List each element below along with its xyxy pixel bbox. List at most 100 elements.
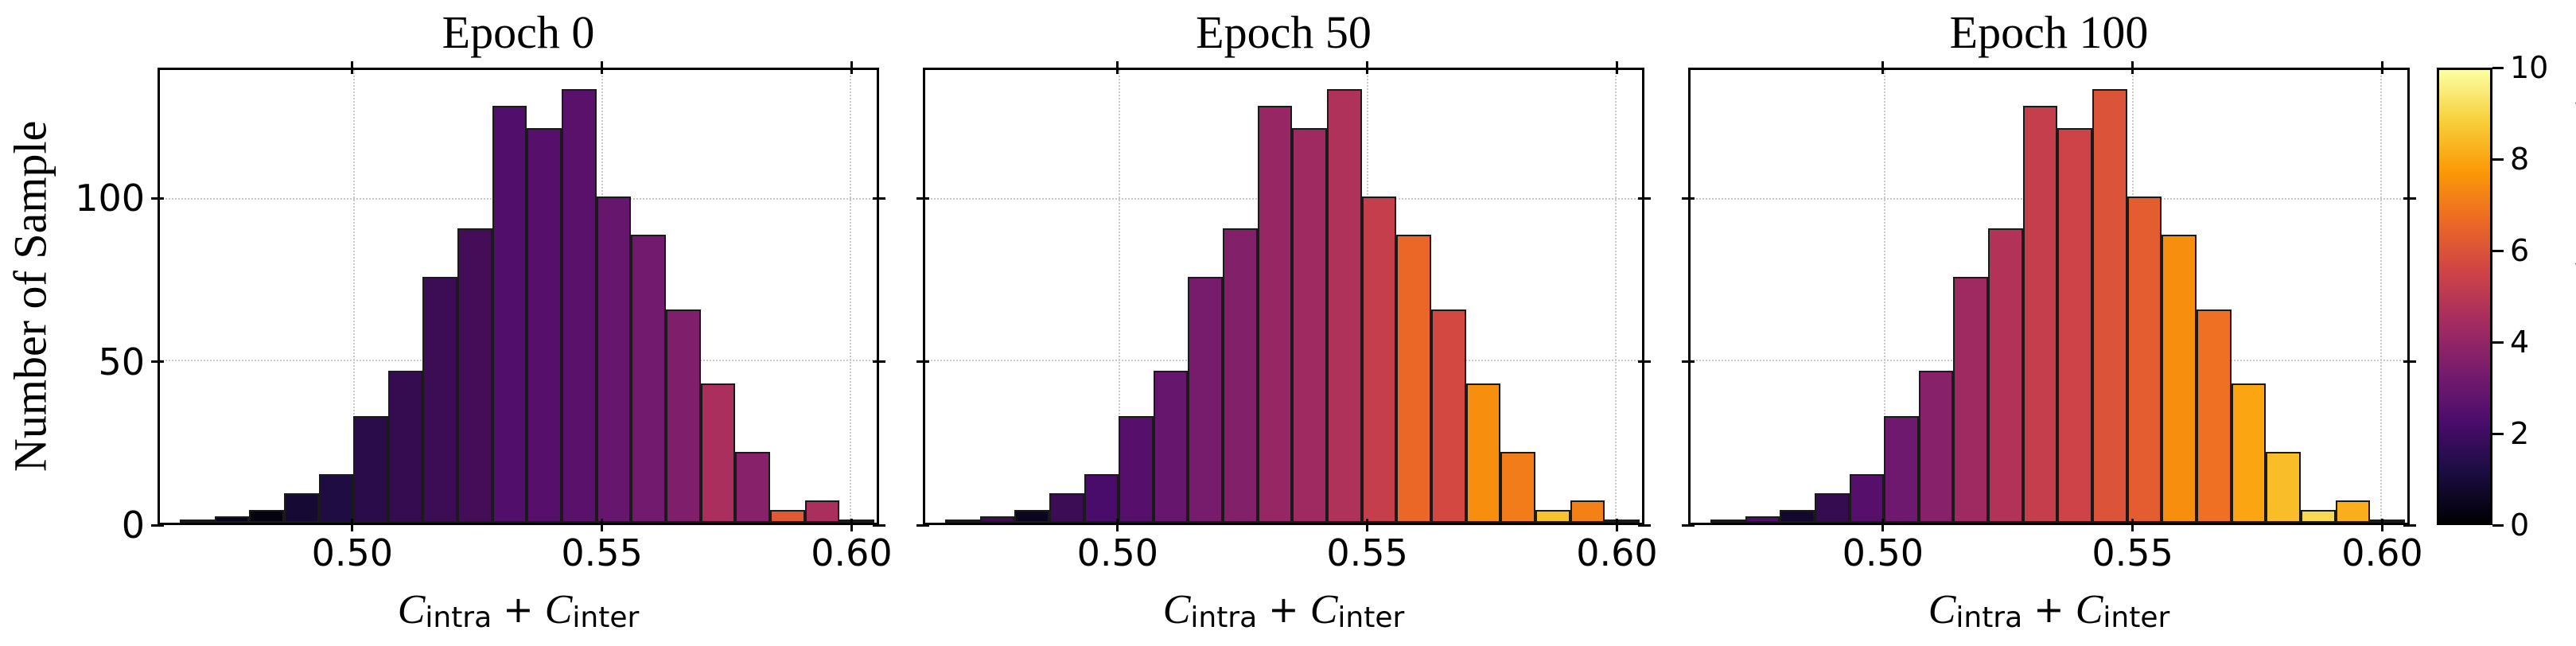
histogram-bar [179, 519, 215, 523]
histogram-bar [979, 516, 1015, 523]
colorbar-tick-mark [2492, 249, 2504, 252]
plus-operator: + [2033, 588, 2064, 631]
plus-operator: + [1268, 588, 1299, 631]
y-tick-mark [2403, 360, 2416, 364]
subscript-intra: intra [425, 601, 492, 634]
x-tick-label: 0.60 [2341, 531, 2423, 574]
histogram-bar [1292, 128, 1328, 523]
x-tick-mark [1366, 61, 1369, 74]
histogram-bar [249, 509, 284, 523]
histogram-bar [631, 235, 666, 523]
x-gridline [353, 70, 356, 523]
histogram-bar [1745, 516, 1780, 523]
script-c-symbol: C [1928, 586, 1956, 632]
histogram-bar [666, 309, 701, 523]
y-tick-mark [873, 197, 885, 200]
y-tick-mark [1638, 360, 1651, 364]
x-tick-mark [601, 61, 604, 74]
histogram-bar [1500, 451, 1535, 523]
x-tick-mark [1881, 519, 1885, 531]
y-tick-label: 0 [121, 504, 145, 547]
script-c-symbol: C [2075, 586, 2103, 632]
histogram-bar [2022, 105, 2058, 523]
histogram-bar [2300, 509, 2336, 523]
y-tick-mark [2403, 523, 2416, 527]
y-tick-mark [1638, 523, 1651, 527]
histogram-bar [1119, 415, 1154, 523]
panel-title-epoch-50: Epoch 50 [1196, 6, 1372, 58]
histogram-bar [1988, 228, 2023, 523]
histogram-bar [1570, 500, 1605, 523]
x-tick-label: 0.55 [561, 531, 643, 574]
histogram-bar [1257, 105, 1293, 523]
x-gridline [1884, 70, 1886, 523]
colorbar-tick-mark [2492, 158, 2504, 161]
y-tick-mark [916, 197, 929, 200]
colorbar-tick-label: 4 [2510, 325, 2530, 360]
histogram-bar [944, 519, 980, 523]
x-tick-mark [2131, 519, 2134, 531]
histogram-bar [1780, 509, 1815, 523]
colorbar-tick-label: 2 [2510, 416, 2530, 451]
histogram-bar [2266, 451, 2301, 523]
y-tick-mark [1638, 197, 1651, 200]
colorbar-tick-mark [2492, 523, 2504, 527]
x-tick-label: 0.60 [1576, 531, 1658, 574]
y-tick-mark [1682, 360, 1695, 364]
y-tick-mark [151, 360, 164, 364]
histogram-bar [1953, 277, 1989, 523]
histogram-bar [1535, 509, 1570, 523]
x-tick-label: 0.50 [1076, 531, 1158, 574]
colorbar-tick-label: 0 [2510, 508, 2530, 543]
colorbar-tick-label: 6 [2510, 233, 2530, 268]
x-tick-mark [351, 61, 354, 74]
x-tick-mark [1116, 61, 1119, 74]
colorbar [2437, 68, 2492, 525]
x-tick-mark [1116, 519, 1119, 531]
y-tick-mark [1682, 197, 1695, 200]
x-gridline [1614, 70, 1617, 523]
plot-area-epoch-50 [923, 68, 1644, 525]
histogram-bar [1710, 519, 1745, 523]
x-tick-mark [2131, 61, 2134, 74]
histogram-bar [1153, 370, 1189, 523]
script-c-symbol: C [1162, 586, 1191, 632]
histogram-bar [492, 105, 527, 523]
x-tick-mark [1881, 61, 1885, 74]
histogram-bar [2370, 519, 2405, 523]
y-tick-mark [916, 360, 929, 364]
script-c-symbol: C [1309, 586, 1338, 632]
histogram-bar [318, 474, 354, 523]
script-c-symbol: C [544, 586, 573, 632]
histogram-bar [2197, 309, 2232, 523]
histogram-bar [527, 128, 562, 523]
histogram-bar [769, 509, 805, 523]
colorbar-tick-label: 8 [2510, 142, 2530, 177]
x-tick-label: 0.60 [811, 531, 893, 574]
histogram-bar [1849, 474, 1885, 523]
histogram-bar [1396, 235, 1431, 523]
histogram-bar [457, 228, 492, 523]
histogram-bar [1431, 309, 1466, 523]
x-tick-mark [1366, 519, 1369, 531]
subscript-intra: intra [1190, 601, 1258, 634]
y-axis-label: Number of Sample [4, 120, 56, 473]
x-tick-label: 0.55 [1326, 531, 1408, 574]
x-tick-label: 0.50 [1842, 531, 1924, 574]
subscript-inter: inter [572, 601, 640, 634]
histogram-bar [1361, 196, 1397, 523]
histogram-bar [562, 89, 597, 523]
histogram-bar [1814, 493, 1850, 523]
y-tick-mark [151, 197, 164, 200]
histogram-bar [1049, 493, 1084, 523]
histogram-bar [422, 277, 458, 523]
y-tick-label: 100 [75, 177, 145, 220]
plot-area-epoch-100 [1688, 68, 2410, 525]
panel-title-epoch-0: Epoch 0 [442, 6, 595, 58]
x-tick-mark [850, 61, 853, 74]
histogram-bar [2231, 383, 2267, 523]
histogram-bar [214, 516, 250, 523]
histogram-bar [1327, 89, 1362, 523]
x-tick-mark [850, 519, 853, 531]
histogram-bar [2057, 128, 2093, 523]
